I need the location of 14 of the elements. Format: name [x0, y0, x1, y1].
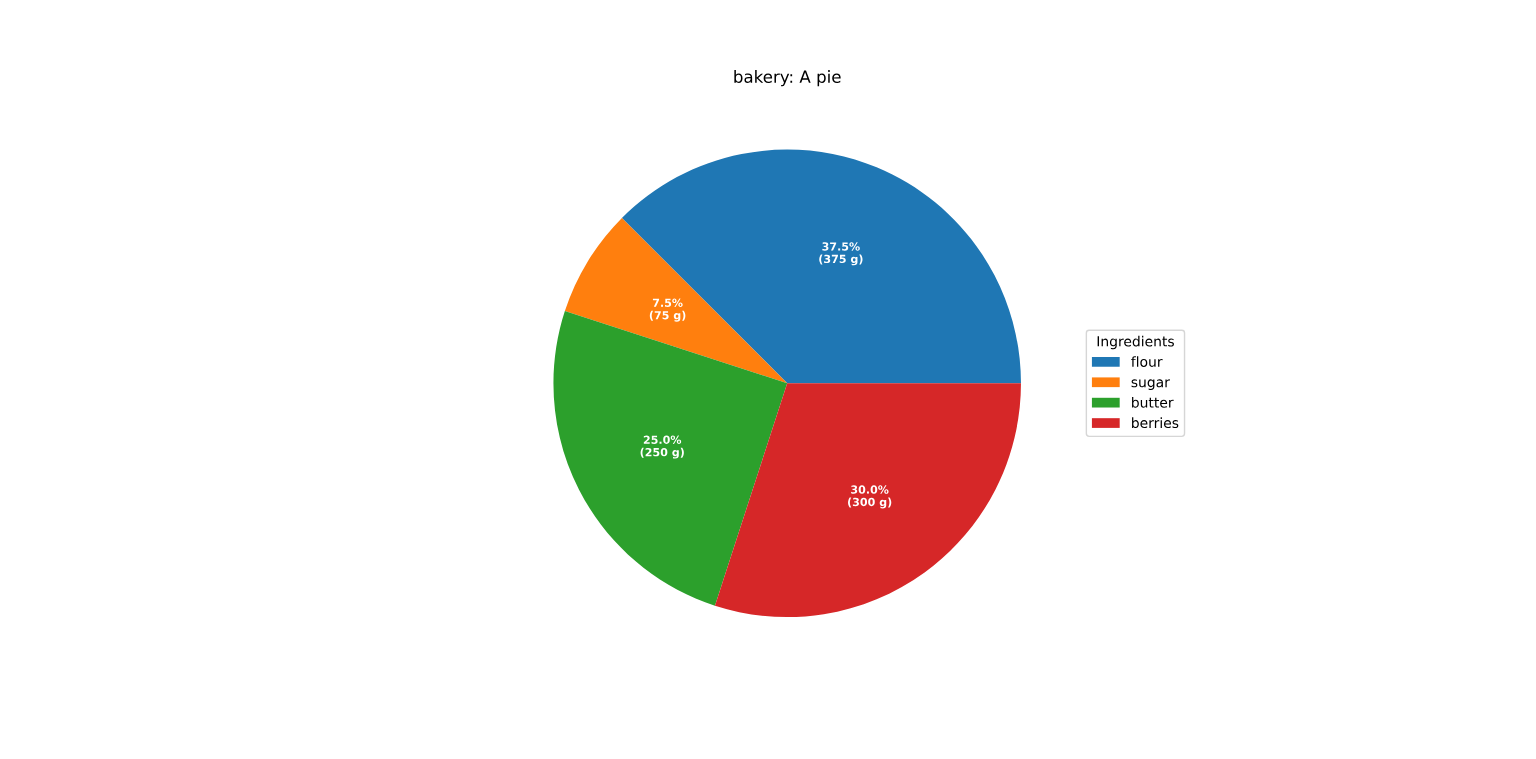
pie-slice	[564, 217, 788, 384]
pie-slice	[621, 149, 1021, 384]
data-label: 7.5% (75 g)	[649, 298, 686, 322]
legend-title: Ingredients	[1097, 335, 1174, 350]
legend-label: butter	[1132, 396, 1174, 408]
data-label: 37.5% (375 g)	[819, 242, 863, 266]
pie-slice	[553, 311, 788, 606]
legend-label: berries	[1132, 417, 1179, 429]
data-label: 30.0% (300 g)	[848, 485, 892, 509]
chart-title: bakery: A pie	[734, 70, 841, 87]
data-label: 25.0% (250 g)	[640, 435, 684, 459]
pie-slice	[714, 383, 1021, 618]
legend-label: flour	[1131, 356, 1163, 367]
legend-label: sugar	[1131, 379, 1170, 391]
